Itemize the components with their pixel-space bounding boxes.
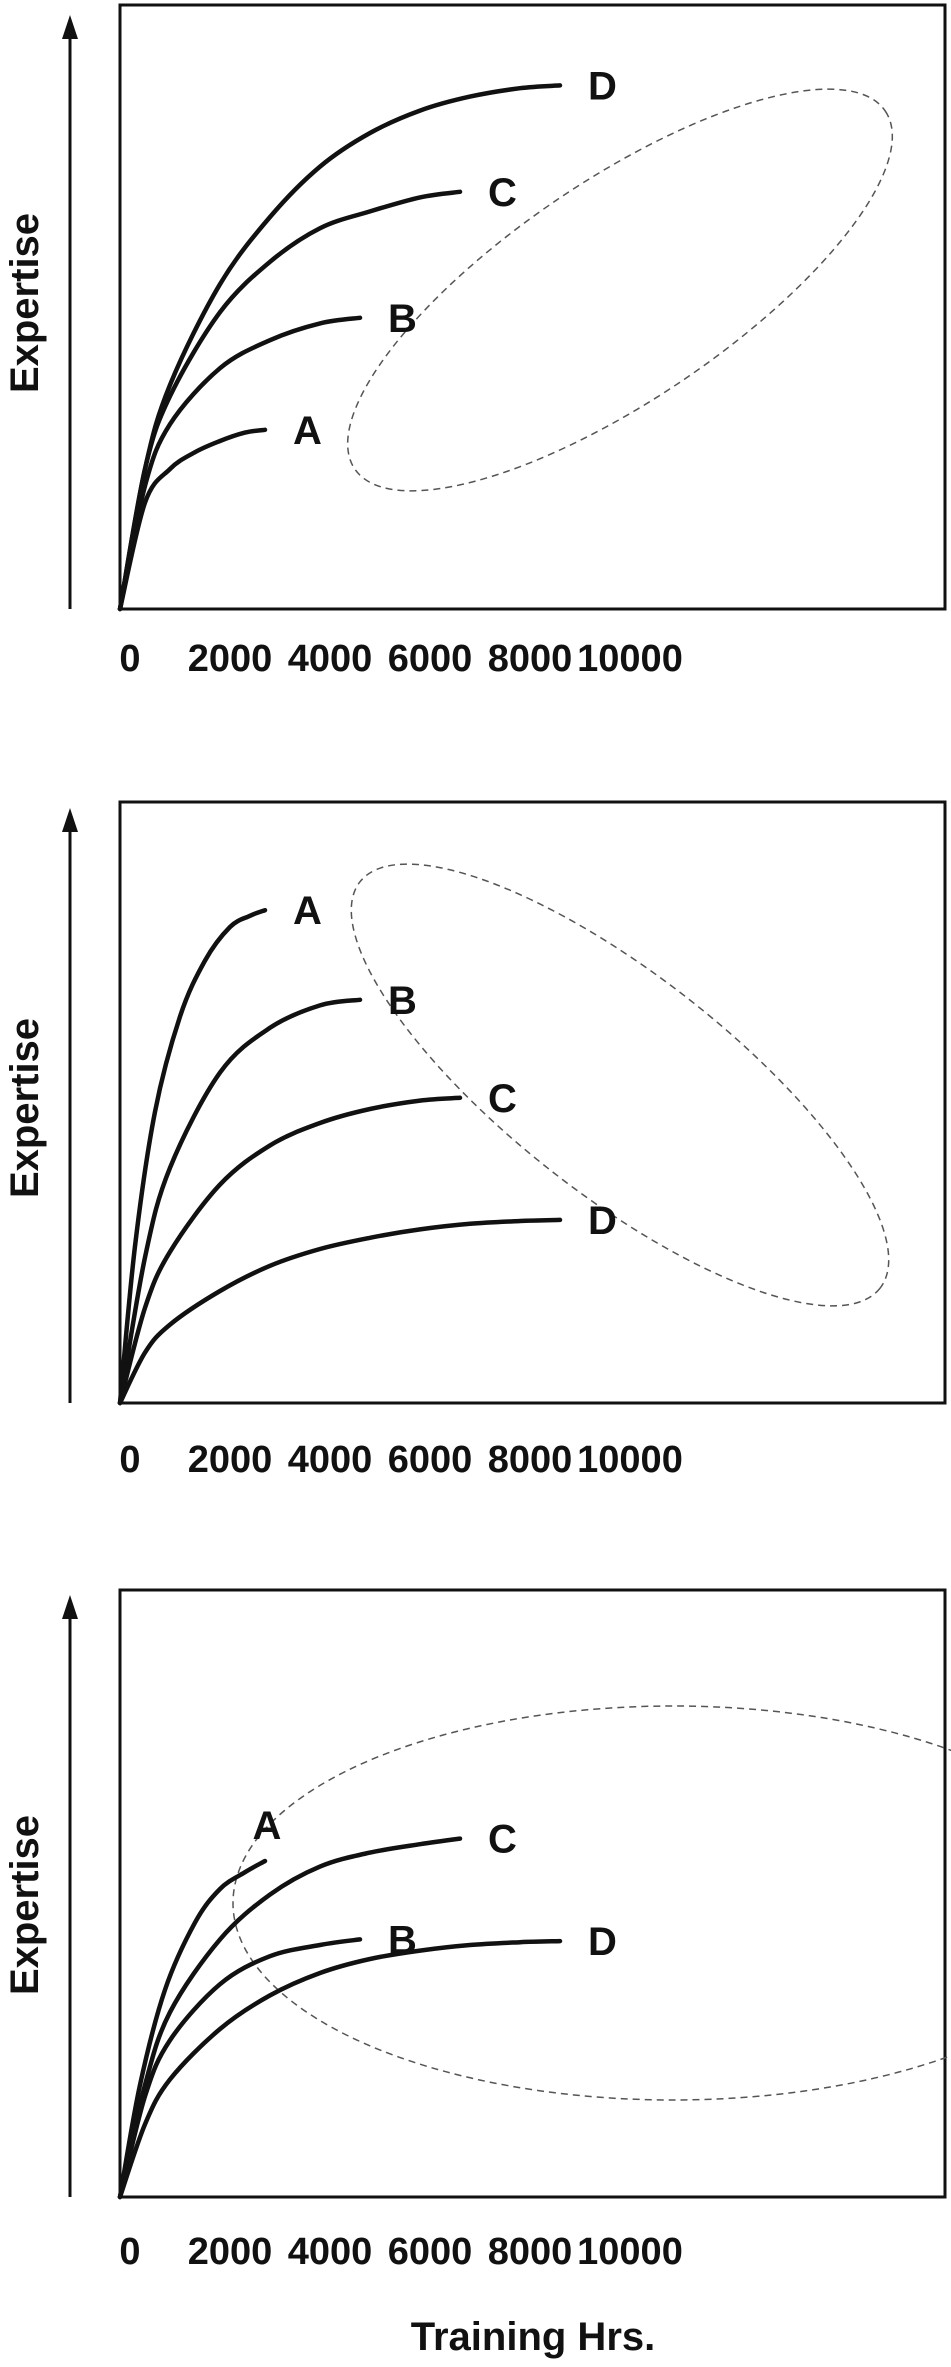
panel-1-y-axis-label: Expertise (3, 213, 47, 393)
panel-1-x-tick-label: 8000 (488, 638, 573, 680)
panel-2-series-label-b: B (388, 979, 417, 1023)
panel-3-curve-d (117, 1938, 563, 2200)
panel-3-series-label-a: A (253, 1804, 282, 1848)
panel-1-y-axis-arrow-icon (62, 15, 78, 39)
panel-1-plot-frame (118, 3, 947, 611)
panel-2-x-tick-label: 2000 (188, 1439, 273, 1481)
panel-2-curve-b (117, 997, 363, 1406)
panel-1-series-label-c: C (488, 171, 517, 215)
panel-2-x-tick-label: 8000 (488, 1439, 573, 1481)
panel-1-series-label-d: D (588, 64, 617, 108)
panel-1-curve-b (117, 315, 363, 612)
panel-2-curve-a (117, 907, 268, 1406)
panel-1-curve-c (117, 189, 463, 612)
panel-1-x-tick-label: 0 (119, 638, 140, 680)
panel-2-series-label-a: A (293, 889, 322, 933)
panel-2-dashed-ellipse (350, 863, 890, 1307)
panel-1-x-tick-label: 6000 (388, 638, 473, 680)
panel-3-x-tick-label: 4000 (288, 2231, 373, 2273)
panel-2-x-tick-label: 10000 (577, 1439, 683, 1481)
panel-2-curve-c (117, 1095, 463, 1406)
panel-1-dashed-ellipse (346, 88, 894, 492)
panel-3-x-tick-label: 2000 (188, 2231, 273, 2273)
panel-1-x-tick-label: 2000 (188, 638, 273, 680)
panel-3-series-label-d: D (588, 1920, 617, 1964)
panel-1-curve-d (117, 83, 563, 612)
panel-3-x-tick-label: 6000 (388, 2231, 473, 2273)
panel-3-x-tick-label: 0 (119, 2231, 140, 2273)
panel-3-dashed-ellipse (232, 1705, 951, 2101)
panel-2-y-axis-label: Expertise (3, 1018, 47, 1198)
panel-3-x-axis-label: Training Hrs. (411, 2315, 656, 2359)
panel-3-y-axis-arrow-icon (62, 1595, 78, 1619)
panel-3-curve-a (117, 1858, 268, 2200)
panel-2-x-tick-label: 6000 (388, 1439, 473, 1481)
panel-1-curve-a (117, 427, 268, 612)
panel-3-x-tick-label: 8000 (488, 2231, 573, 2273)
panel-1-series-label-a: A (293, 409, 322, 453)
panel-3-series-label-c: C (488, 1818, 517, 1862)
panel-3-y-axis-label: Expertise (3, 1815, 47, 1995)
panel-2-x-tick-label: 4000 (288, 1439, 373, 1481)
panel-2-x-tick-label: 0 (119, 1439, 140, 1481)
panel-3-curve-c (117, 1836, 463, 2200)
panel-1-x-tick-label: 4000 (288, 638, 373, 680)
panel-3-x-tick-label: 10000 (577, 2231, 683, 2273)
panel-1-series-label-b: B (388, 297, 417, 341)
panel-3-plot-frame (118, 1588, 947, 2199)
panel-2-y-axis-arrow-icon (62, 808, 78, 832)
panel-1-x-tick-label: 10000 (577, 638, 683, 680)
panel-2-series-label-c: C (488, 1077, 517, 1121)
panel-2-curve-d (117, 1217, 563, 1406)
panel-2-series-label-d: D (588, 1199, 617, 1243)
panel-3-curve-b (117, 1937, 363, 2200)
panel-2-plot-frame (118, 800, 947, 1405)
